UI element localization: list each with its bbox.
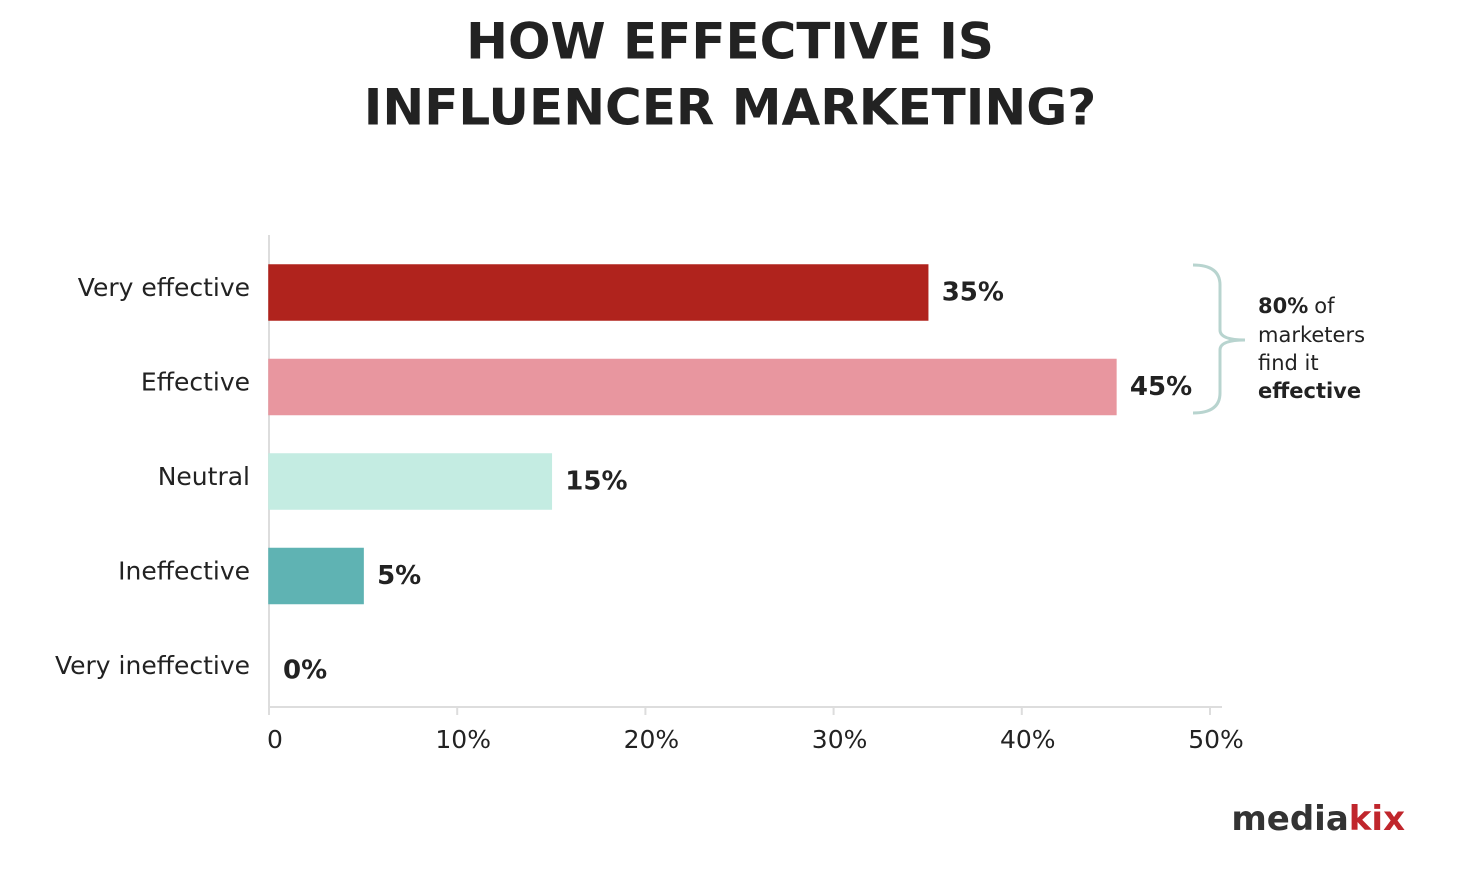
chart-title: INFLUENCER MARKETING?	[364, 79, 1097, 137]
value-label: 35%	[942, 278, 1004, 308]
annotation-text: 80%	[1258, 294, 1308, 318]
annotation-text: find it	[1258, 351, 1319, 375]
logo: mediakix	[1231, 799, 1405, 839]
annotation: 80% of marketers find it effective	[1258, 294, 1372, 403]
annotation-text: effective	[1258, 379, 1361, 403]
value-label: 5%	[377, 561, 421, 591]
annotation-text: marketers	[1258, 323, 1365, 347]
bar	[268, 547, 364, 605]
category-label: Very ineffective	[55, 651, 250, 680]
x-tick-label: 0	[267, 725, 283, 754]
value-label: 45%	[1130, 372, 1192, 402]
x-tick-label: 30%	[812, 725, 868, 754]
x-tick-label: 50%	[1188, 725, 1244, 754]
chart-title: HOW EFFECTIVE IS	[466, 13, 994, 71]
value-label: 15%	[565, 467, 627, 497]
category-label: Neutral	[158, 462, 250, 491]
bracket	[1192, 263, 1246, 415]
category-label: Ineffective	[118, 557, 250, 586]
bar	[268, 264, 929, 321]
x-tick-label: 10%	[435, 725, 491, 754]
value-label: 0%	[283, 656, 327, 686]
bar	[268, 453, 553, 510]
x-tick-label: 40%	[1000, 725, 1056, 754]
logo-text: media	[1231, 799, 1348, 839]
logo-text: kix	[1349, 799, 1405, 839]
category-label: Effective	[141, 368, 250, 397]
bar	[268, 358, 1117, 416]
category-label: Very effective	[78, 273, 250, 302]
x-tick-label: 20%	[624, 725, 680, 754]
annotation-text: of	[1314, 294, 1335, 318]
